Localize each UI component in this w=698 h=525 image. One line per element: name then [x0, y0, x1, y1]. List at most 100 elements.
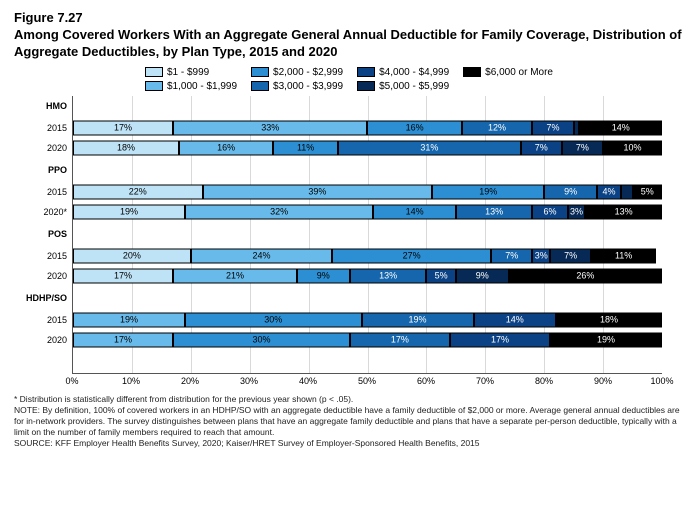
- row-label: 2020*: [43, 207, 73, 217]
- note-body: NOTE: By definition, 100% of covered wor…: [14, 405, 684, 437]
- bar-segment: 12%: [462, 120, 533, 135]
- bar-segment: 14%: [579, 120, 661, 135]
- x-tick-label: 50%: [358, 376, 376, 386]
- x-tick-label: 0%: [65, 376, 78, 386]
- bar-segment: 13%: [350, 268, 427, 283]
- plot-area: HMO201517%33%16%12%7%14%202018%16%11%31%…: [72, 96, 662, 374]
- bar-segment: 11%: [273, 140, 338, 155]
- bar-segment: 20%: [73, 248, 191, 263]
- legend-label: $6,000 or More: [485, 67, 553, 78]
- legend-label: $3,000 - $3,999: [273, 81, 343, 92]
- legend-swatch: [145, 81, 163, 91]
- bar-segment: [621, 184, 633, 199]
- legend-swatch: [251, 81, 269, 91]
- bar-segment: 6%: [532, 204, 567, 219]
- bar-segment: 18%: [73, 140, 179, 155]
- row-label: 2020: [47, 143, 73, 153]
- stacked-bar: 19%30%19%14%18%: [73, 312, 662, 327]
- grid-line: [485, 96, 486, 373]
- bar-segment: 5%: [633, 184, 662, 199]
- stacked-bar: 17%30%17%17%19%: [73, 332, 662, 347]
- bar-segment: 13%: [585, 204, 662, 219]
- grid-line: [368, 96, 369, 373]
- bar-segment: 17%: [73, 332, 173, 347]
- note-significance: * Distribution is statistically differen…: [14, 394, 684, 405]
- bar-segment: 9%: [297, 268, 350, 283]
- bar-segment: 17%: [73, 120, 173, 135]
- bar-segment: 14%: [373, 204, 455, 219]
- bar-segment: 4%: [597, 184, 621, 199]
- stacked-bar: 17%33%16%12%7%14%: [73, 120, 662, 135]
- legend-label: $2,000 - $2,999: [273, 67, 343, 78]
- grid-line: [250, 96, 251, 373]
- bar-segment: 14%: [474, 312, 556, 327]
- bar-segment: 21%: [173, 268, 297, 283]
- grid-line: [603, 96, 604, 373]
- figure-number: Figure 7.27: [14, 10, 684, 25]
- grid-line: [309, 96, 310, 373]
- legend-swatch: [145, 67, 163, 77]
- chart: HMO201517%33%16%12%7%14%202018%16%11%31%…: [72, 96, 662, 388]
- group-label: HMO: [46, 101, 73, 111]
- legend-item: $1 - $999: [145, 67, 237, 78]
- bar-segment: 19%: [73, 204, 185, 219]
- stacked-bar: 22%39%19%9%4%5%: [73, 184, 662, 199]
- bar-segment: 13%: [456, 204, 533, 219]
- figure-root: Figure 7.27 Among Covered Workers With a…: [0, 0, 698, 456]
- bar-segment: 26%: [509, 268, 662, 283]
- bar-segment: 17%: [73, 268, 173, 283]
- bar-segment: 24%: [191, 248, 332, 263]
- stacked-bar: 18%16%11%31%7%7%10%: [73, 140, 662, 155]
- x-tick-label: 100%: [650, 376, 673, 386]
- legend-swatch: [463, 67, 481, 77]
- grid-line: [544, 96, 545, 373]
- notes: * Distribution is statistically differen…: [14, 394, 684, 449]
- legend-item: $2,000 - $2,999: [251, 67, 343, 78]
- x-tick-label: 80%: [535, 376, 553, 386]
- bar-segment: 11%: [591, 248, 656, 263]
- legend: $1 - $999 $1,000 - $1,999 $2,000 - $2,999 $…: [14, 67, 684, 92]
- bar-segment: 27%: [332, 248, 491, 263]
- bar-segment: 19%: [550, 332, 662, 347]
- stacked-bar: 19%32%14%13%6%3%13%: [73, 204, 662, 219]
- bar-segment: 17%: [450, 332, 550, 347]
- bar-segment: 31%: [338, 140, 521, 155]
- bar-segment: 30%: [185, 312, 362, 327]
- group-label: HDHP/SO: [26, 293, 73, 303]
- bar-segment: 7%: [532, 120, 573, 135]
- legend-label: $1,000 - $1,999: [167, 81, 237, 92]
- legend-label: $4,000 - $4,999: [379, 67, 449, 78]
- x-tick-label: 20%: [181, 376, 199, 386]
- bar-segment: 7%: [491, 248, 532, 263]
- bar-segment: 19%: [362, 312, 474, 327]
- x-tick-label: 10%: [122, 376, 140, 386]
- x-tick-label: 90%: [594, 376, 612, 386]
- bar-segment: 5%: [426, 268, 455, 283]
- bar-segment: 7%: [550, 248, 591, 263]
- row-label: 2015: [47, 251, 73, 261]
- row-label: 2015: [47, 315, 73, 325]
- legend-swatch: [251, 67, 269, 77]
- bar-segment: 18%: [556, 312, 662, 327]
- bar-segment: 39%: [203, 184, 433, 199]
- bar-segment: 16%: [179, 140, 273, 155]
- legend-label: $5,000 - $5,999: [379, 81, 449, 92]
- bar-segment: 32%: [185, 204, 373, 219]
- x-tick-label: 40%: [299, 376, 317, 386]
- legend-item: $3,000 - $3,999: [251, 81, 343, 92]
- x-axis: 0%10%20%30%40%50%60%70%80%90%100%: [72, 374, 662, 388]
- row-label: 2015: [47, 187, 73, 197]
- bar-segment: 7%: [562, 140, 603, 155]
- legend-item: $6,000 or More: [463, 67, 553, 78]
- grid-line: [191, 96, 192, 373]
- bar-segment: 33%: [173, 120, 367, 135]
- bar-segment: 22%: [73, 184, 203, 199]
- grid-line: [132, 96, 133, 373]
- legend-item: $1,000 - $1,999: [145, 81, 237, 92]
- stacked-bar: 20%24%27%7%3%7%11%: [73, 248, 662, 263]
- bar-segment: 19%: [73, 312, 185, 327]
- stacked-bar: 17%21%9%13%5%9%26%: [73, 268, 662, 283]
- bar-segment: 7%: [521, 140, 562, 155]
- bar-segment: 17%: [350, 332, 450, 347]
- legend-item: $4,000 - $4,999: [357, 67, 449, 78]
